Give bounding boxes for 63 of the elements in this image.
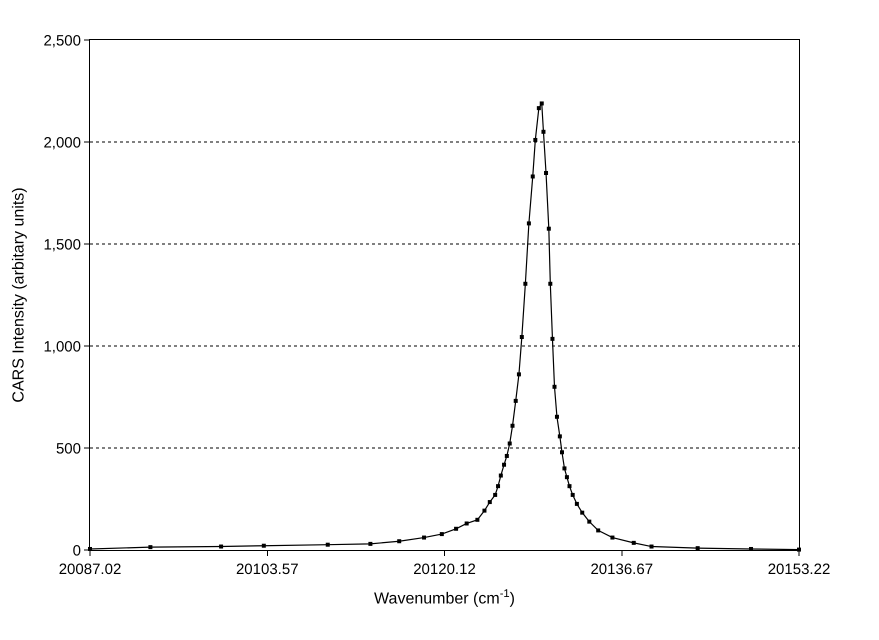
x-tick-label: 20120.12 (413, 561, 476, 578)
point (493, 492, 498, 497)
point (632, 540, 636, 545)
point (514, 398, 518, 403)
point (454, 526, 458, 531)
point (567, 484, 572, 488)
point (516, 372, 521, 376)
y-tick-label: 500 (56, 440, 81, 458)
y-tick-label: 0 (72, 542, 81, 560)
y-axis-title: CARS Intensity (arbitary units) (10, 187, 28, 403)
point (526, 221, 531, 226)
point (562, 466, 566, 470)
point (570, 492, 575, 497)
x-tick-label: 20087.02 (58, 561, 122, 578)
point (488, 500, 492, 504)
point (548, 282, 552, 286)
point (550, 336, 554, 341)
point (368, 542, 372, 546)
point (650, 544, 654, 549)
x-axis-title: Wavenumber (cm$^{-1}$) (374, 588, 515, 608)
point (541, 130, 546, 134)
point (533, 138, 538, 142)
point (502, 462, 506, 467)
point (482, 508, 486, 513)
y-tick-label: 2,500 (43, 32, 81, 50)
point (696, 546, 700, 550)
point (496, 484, 500, 488)
point (558, 434, 562, 438)
point (523, 282, 528, 286)
point (422, 536, 426, 540)
point (546, 226, 551, 231)
point (440, 532, 444, 536)
point (530, 174, 535, 178)
point (464, 521, 469, 526)
point (587, 520, 592, 524)
point (610, 536, 614, 540)
point (262, 544, 266, 548)
y-tick-label: 2,000 (43, 134, 81, 152)
x-tick-label: 20153.22 (768, 561, 830, 578)
point (397, 539, 402, 544)
point (475, 518, 480, 522)
point (552, 384, 556, 389)
point (536, 106, 541, 110)
point (510, 424, 515, 428)
point (504, 454, 509, 458)
point (574, 502, 579, 506)
point (508, 442, 512, 446)
point (564, 475, 569, 480)
point (219, 544, 224, 549)
point (520, 335, 524, 340)
y-tick-label: 1,500 (43, 236, 81, 254)
point (580, 510, 584, 515)
point (148, 545, 152, 550)
point (498, 474, 503, 478)
point (326, 542, 330, 547)
point (544, 171, 548, 176)
point (596, 528, 600, 532)
y-tick-label: 1,000 (43, 338, 81, 356)
point (554, 414, 559, 419)
x-tick-label: 20103.57 (236, 561, 299, 578)
x-tick-label: 20136.67 (590, 561, 654, 578)
point (560, 450, 564, 454)
point (540, 101, 544, 106)
